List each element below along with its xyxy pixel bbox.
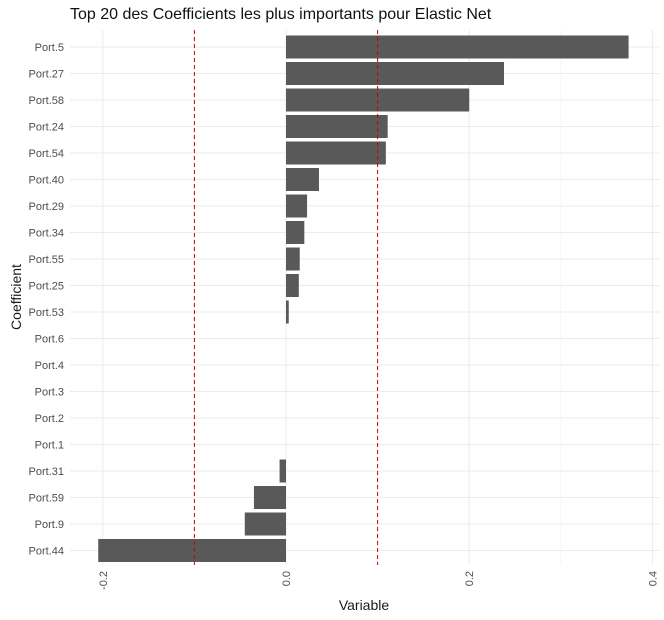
y-tick-label: Port.29 [29,201,64,213]
y-tick-label: Port.31 [29,466,64,478]
bar [286,35,629,59]
x-tick-label: 0.0 [281,571,293,586]
y-tick-label: Port.9 [35,519,64,531]
y-tick-labels: Port.5 Port.27 Port.58 Port.24 Port.54 Port.4… [29,42,64,558]
bar [286,300,289,324]
y-tick-label: Port.53 [29,307,64,319]
bar [286,168,319,191]
bars [98,35,629,562]
y-tick-label: Port.44 [29,546,64,558]
y-tick-label: Port.58 [29,95,64,107]
y-tick-label: Port.4 [35,360,64,372]
bar [253,486,286,509]
bar [286,141,386,165]
y-tick-label: Port.40 [29,175,64,187]
x-tick-label: -0.2 [98,571,110,590]
bar [286,62,505,85]
y-axis-title: Coefficient [8,264,24,330]
chart-title: Top 20 des Coefficients les plus importa… [70,6,492,23]
y-tick-label: Port.54 [29,148,64,160]
bar [244,512,286,536]
y-tick-label: Port.5 [35,42,64,54]
y-tick-label: Port.25 [29,281,64,293]
bar [286,115,388,138]
y-tick-label: Port.6 [35,334,64,346]
bar [98,539,286,562]
y-tick-label: Port.3 [35,387,64,399]
x-tick-label: 0.4 [647,571,659,586]
bar [286,247,300,271]
reference-lines [193,30,379,565]
y-tick-label: Port.24 [29,122,64,134]
x-axis-title: Variable [339,597,390,613]
y-tick-label: Port.27 [29,69,64,81]
y-tick-label: Port.2 [35,413,64,425]
x-tick-label: 0.2 [464,571,476,586]
x-tick-labels: -0.2 0.0 0.2 0.4 [98,571,660,590]
bar [286,221,305,244]
bar [279,459,286,483]
y-tick-label: Port.55 [29,254,64,266]
bar [286,194,308,218]
y-tick-label: Port.34 [29,228,64,240]
y-tick-label: Port.1 [35,440,64,452]
y-tick-label: Port.59 [29,493,64,505]
bar [286,274,299,297]
